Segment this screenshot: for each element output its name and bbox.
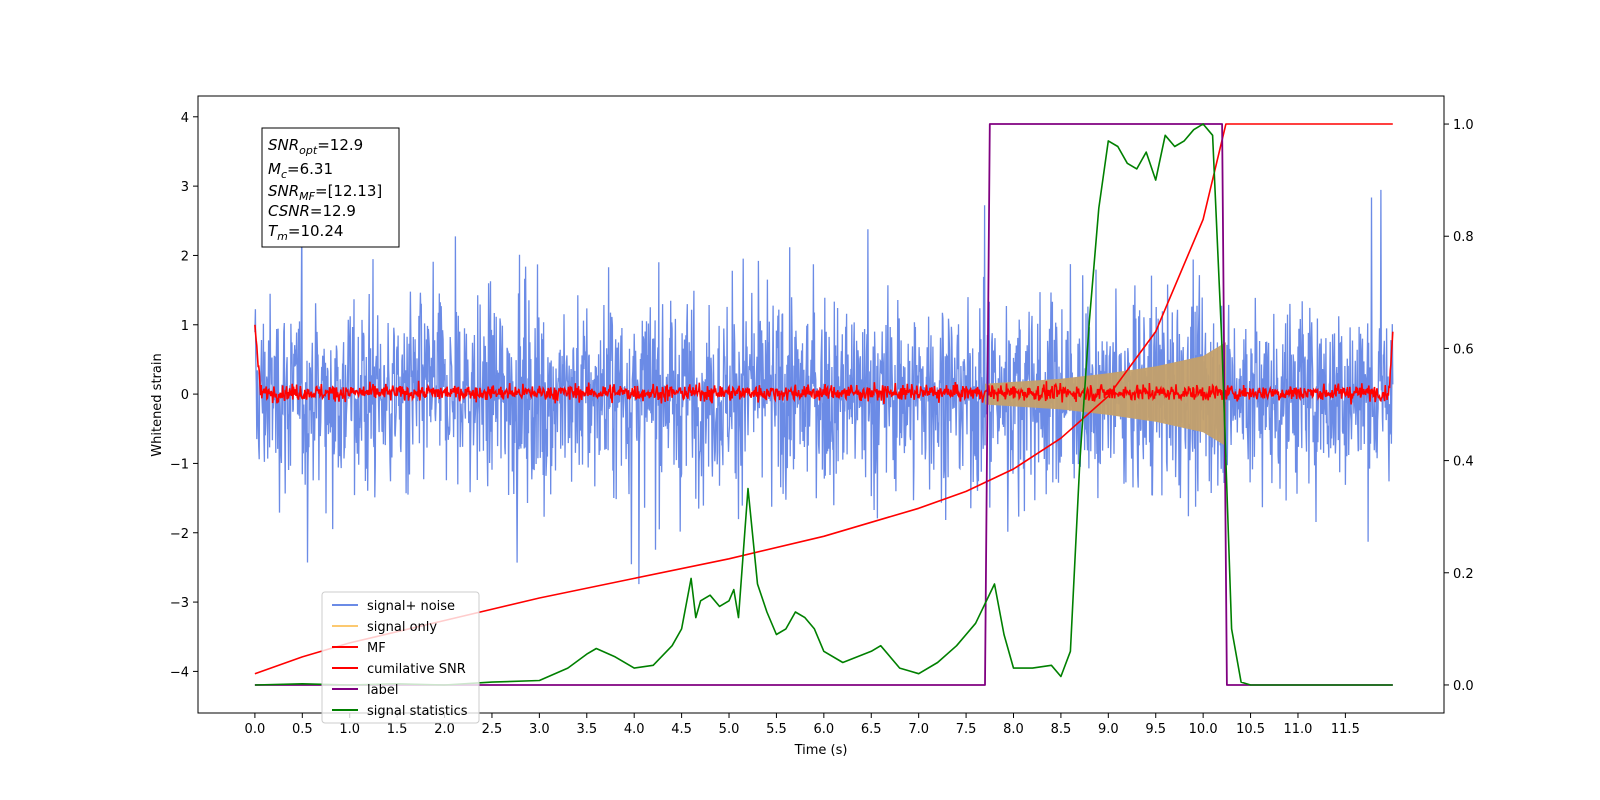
x-tick-label: 2.0 [434, 722, 455, 737]
info-csnr: CSNR=12.9 [268, 202, 356, 220]
series-signal-statistics [254, 123, 1393, 686]
x-tick-label: 10.5 [1236, 722, 1265, 737]
y-left-tick-label: −4 [170, 665, 189, 680]
info-box: SNRopt=12.9 Mc=6.31 SNRMF=[12.13] CSNR=1… [261, 127, 400, 248]
x-tick-label: 8.5 [1051, 722, 1072, 737]
x-tick-label: 5.0 [719, 722, 740, 737]
y-axis-label: Whitened strain [150, 353, 165, 456]
plot-frame [197, 95, 1445, 714]
y-left-tick-label: 0 [181, 388, 189, 403]
x-tick-label: 11.5 [1331, 722, 1360, 737]
y-axis-left: 4 3 2 1 0 −1 −2 −3 −4 [170, 111, 198, 680]
legend: signal+ noise signal only MF cumilative SNR… [321, 591, 480, 724]
x-tick-label: 3.0 [529, 722, 550, 737]
x-tick-label: 10.0 [1189, 722, 1218, 737]
x-tick-label: 8.0 [1003, 722, 1024, 737]
y-axis-right: 1.0 0.8 0.6 0.4 0.2 0.0 [1444, 118, 1474, 694]
x-axis-label: Time (s) [794, 743, 848, 758]
info-mc: Mc=6.31 [268, 160, 333, 181]
x-tick-label: 1.5 [387, 722, 408, 737]
x-tick-label: 3.5 [576, 722, 597, 737]
legend-label: signal only [367, 620, 437, 635]
y-right-tick-label: 0.6 [1453, 342, 1474, 357]
x-tick-label: 0.5 [292, 722, 313, 737]
legend-label: signal+ noise [367, 599, 455, 614]
x-tick-label: 2.5 [482, 722, 503, 737]
legend-label: cumilative SNR [367, 662, 466, 677]
x-tick-label: 6.5 [861, 722, 882, 737]
x-tick-label: 4.5 [671, 722, 692, 737]
info-box-frame [261, 127, 400, 248]
x-tick-label: 9.0 [1098, 722, 1119, 737]
info-snr-mf: SNRMF=[12.13] [268, 182, 382, 203]
legend-frame [321, 591, 480, 724]
y-left-tick-label: 1 [181, 319, 189, 334]
x-tick-label: 1.0 [339, 722, 360, 737]
y-right-tick-label: 0.0 [1453, 679, 1474, 694]
x-axis: 0.0 0.5 1.0 1.5 2.0 2.5 3.0 3.5 4.0 4.5 5.0 5.5 6.0 6… [245, 713, 1360, 737]
y-left-tick-label: −1 [170, 457, 189, 472]
legend-label: MF [367, 641, 386, 656]
x-tick-label: 7.0 [908, 722, 929, 737]
y-right-tick-label: 1.0 [1453, 118, 1474, 133]
y-right-tick-label: 0.8 [1453, 230, 1474, 245]
legend-label: signal statistics [367, 704, 468, 719]
x-tick-label: 0.0 [245, 722, 266, 737]
legend-label: label [367, 683, 398, 698]
y-left-tick-label: 4 [181, 111, 189, 126]
info-snr-opt: SNRopt=12.9 [268, 136, 363, 157]
x-tick-label: 11.0 [1283, 722, 1312, 737]
info-tm: Tm=10.24 [268, 222, 343, 243]
y-left-tick-label: 3 [181, 180, 189, 195]
y-left-tick-label: −3 [170, 596, 189, 611]
x-tick-label: 5.5 [766, 722, 787, 737]
series-mf [254, 324, 1394, 405]
y-right-tick-label: 0.2 [1453, 567, 1474, 582]
x-tick-label: 4.0 [624, 722, 645, 737]
y-left-tick-label: −2 [170, 527, 189, 542]
x-tick-label: 9.5 [1145, 722, 1166, 737]
y-right-tick-label: 0.4 [1453, 455, 1474, 470]
x-tick-label: 7.5 [956, 722, 977, 737]
x-tick-label: 6.0 [814, 722, 835, 737]
y-left-tick-label: 2 [181, 249, 189, 264]
